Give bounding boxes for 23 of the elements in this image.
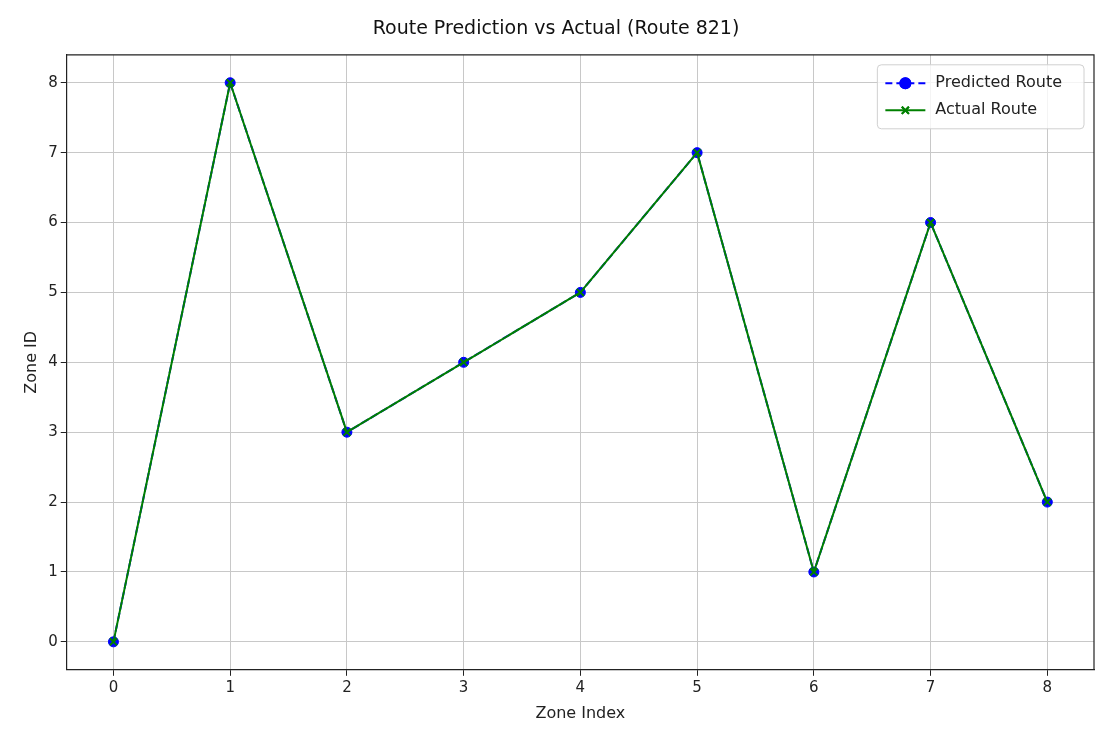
x-tick-label: 3 [458,677,469,696]
y-tick-label: 2 [48,491,58,510]
y-tick-label: 5 [48,282,58,301]
x-tick-label: 6 [809,677,819,696]
x-tick-label: 8 [1042,677,1053,696]
x-tick-label: 5 [692,677,702,696]
y-tick-label: 7 [48,142,58,161]
legend-label: Actual Route [935,99,1038,119]
x-tick-label: 7 [925,677,936,696]
x-tick-label: 1 [225,677,235,696]
y-tick-label: 3 [48,422,58,441]
y-axis-title: Zone ID [20,330,40,394]
y-tick-label: 0 [48,631,58,650]
x-tick-label: 4 [575,677,586,696]
chart-title: Route Prediction vs Actual (Route 821) [372,16,740,39]
y-tick-label: 6 [48,212,58,231]
y-tick-label: 1 [48,561,58,580]
y-tick-label: 8 [48,72,58,91]
x-tick-label: 0 [108,677,119,696]
x-tick-label: 2 [342,677,352,696]
x-axis-title: Zone Index [535,702,626,722]
legend-label: Predicted Route [935,72,1062,92]
y-tick-label: 4 [48,352,58,371]
